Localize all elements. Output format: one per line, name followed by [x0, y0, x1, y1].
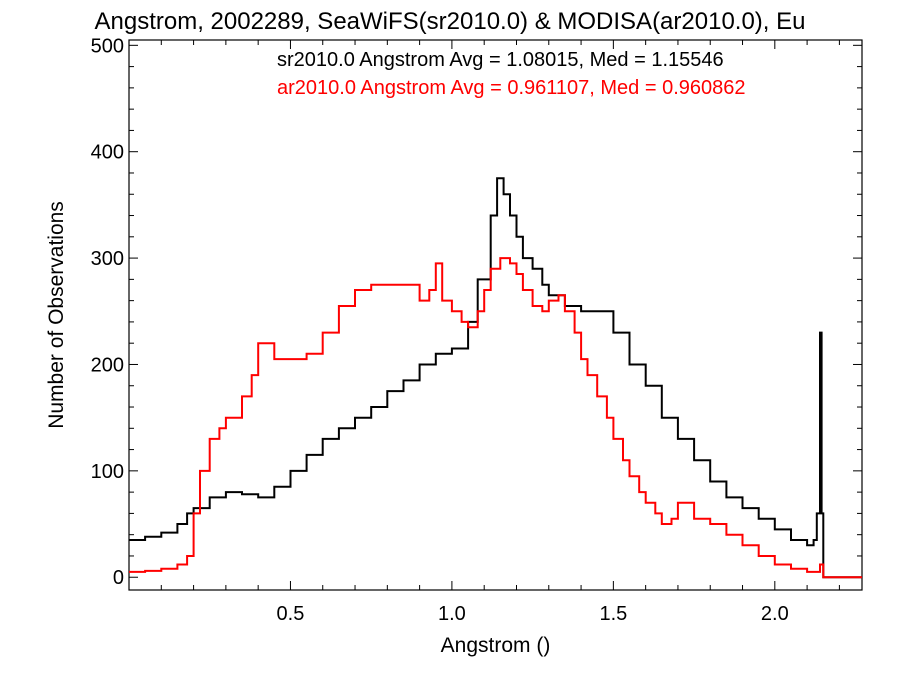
series-layer — [129, 177, 862, 579]
y-tick-label: 300 — [91, 248, 124, 270]
chart-title: Angstrom, 2002289, SeaWiFS(sr2010.0) & M… — [95, 8, 806, 35]
legend-stats-sr2010: sr2010.0 Angstrom Avg = 1.08015, Med = 1… — [277, 49, 724, 71]
x-tick-label: 2.0 — [761, 603, 789, 625]
series-ar2010-line — [129, 257, 862, 579]
y-tick-label: 0 — [113, 567, 124, 589]
y-tick-label: 500 — [91, 35, 124, 57]
tick-labels: 0.5 1.0 1.5 2.0 0 100 200 300 400 500 — [91, 35, 789, 625]
x-tick-label: 1.0 — [438, 603, 466, 625]
x-axis-label: Angstrom () — [441, 634, 551, 657]
y-tick-label: 100 — [91, 461, 124, 483]
x-tick-label: 0.5 — [277, 603, 305, 625]
plot-frame — [128, 39, 863, 591]
legend-stats-ar2010: ar2010.0 Angstrom Avg = 0.961107, Med = … — [277, 77, 746, 99]
y-tick-label: 400 — [91, 142, 124, 164]
legend: sr2010.0 Angstrom Avg = 1.08015, Med = 1… — [277, 49, 746, 99]
y-axis-label: Number of Observations — [45, 201, 68, 429]
series-sr2010-line — [129, 177, 862, 579]
y-tick-label: 200 — [91, 354, 124, 376]
axis-ticks — [129, 40, 862, 590]
x-tick-label: 1.5 — [599, 603, 627, 625]
